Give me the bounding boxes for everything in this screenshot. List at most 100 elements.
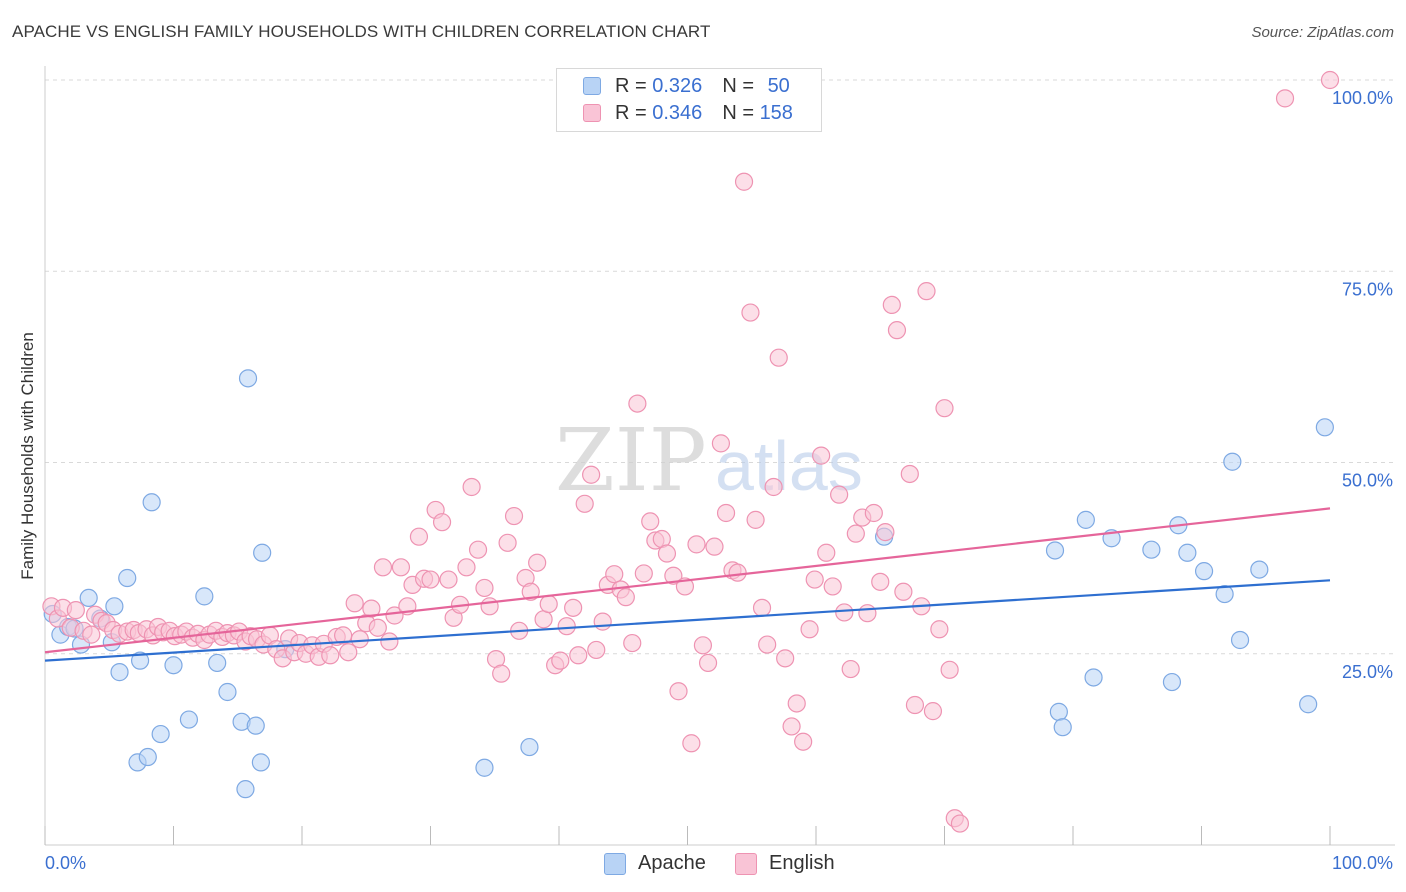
apache-point (1084, 668, 1103, 687)
correlation-legend: R = 0.326 N = 50 R = 0.346 N = 158 (556, 68, 822, 132)
apache-r-label: R = (615, 75, 653, 97)
apache-point (1194, 562, 1214, 581)
apache-point (179, 710, 199, 729)
english-point (587, 640, 606, 660)
source-credit: Source: ZipAtlas.com (1251, 24, 1394, 41)
x-tick-label: 100.0% (1332, 853, 1393, 873)
english-point (917, 282, 936, 301)
english-points (42, 70, 1340, 833)
english-point (462, 477, 481, 497)
english-point (787, 694, 806, 713)
english-point (1275, 89, 1295, 108)
english-point (669, 682, 688, 701)
english-point (468, 540, 488, 559)
english-point (682, 734, 701, 753)
english-point (623, 633, 642, 653)
apache-point (1053, 718, 1072, 737)
english-point (800, 620, 819, 639)
apache-point (253, 543, 272, 562)
english-point (705, 537, 724, 556)
english-point (373, 558, 393, 577)
apache-point (238, 369, 258, 388)
apache-n-value: 50 (767, 75, 790, 97)
english-point (480, 597, 499, 616)
english-point (734, 172, 754, 191)
english-point (782, 717, 801, 736)
english-trend-line (44, 507, 1331, 654)
apache-point (151, 724, 170, 744)
apache-point (1230, 630, 1250, 650)
english-point (687, 535, 706, 554)
english-point (693, 636, 713, 655)
apache-point (118, 568, 137, 588)
apache-n-label: N = (722, 75, 760, 97)
x-tick-label: 0.0% (45, 853, 86, 873)
apache-point (1215, 584, 1234, 604)
y-tick-label: 50.0% (1342, 471, 1393, 491)
english-point (741, 303, 760, 322)
english-point (350, 630, 369, 649)
english-point (492, 664, 511, 683)
english-point (593, 612, 612, 631)
english-r-label: R = (615, 102, 653, 124)
english-point (776, 649, 795, 668)
english-point (605, 565, 624, 584)
tick-labels: 25.0% 50.0% 75.0% 100.0% 0.0% 100.0% (45, 88, 1393, 873)
english-legend-label: English (769, 852, 835, 874)
apache-legend-label: Apache (638, 852, 706, 874)
english-point (634, 564, 653, 583)
english-point (432, 513, 452, 532)
english-point (504, 506, 524, 526)
english-point (746, 510, 765, 529)
english-point (858, 604, 877, 623)
english-point (321, 646, 340, 665)
english-point (345, 594, 364, 613)
english-point (539, 594, 558, 614)
english-point (569, 646, 588, 665)
english-swatch (583, 104, 601, 122)
apache-point (130, 651, 150, 670)
apache-point (79, 588, 98, 608)
apache-point (1250, 560, 1269, 579)
english-point (716, 503, 736, 523)
english-point (887, 321, 907, 340)
english-point (457, 558, 476, 577)
english-point (368, 618, 387, 637)
y-tick-label: 25.0% (1342, 662, 1393, 682)
english-point (805, 570, 824, 589)
english-point (380, 632, 399, 651)
grid-lines (45, 79, 1395, 655)
english-point (823, 577, 842, 596)
english-point (66, 601, 85, 620)
english-point (876, 523, 895, 542)
english-point (882, 295, 901, 315)
english-point (711, 434, 731, 453)
apache-point (164, 656, 183, 675)
english-point (894, 582, 913, 601)
english-point (935, 399, 954, 418)
english-point (930, 620, 949, 639)
apache-point (1142, 540, 1161, 559)
apache-point (208, 653, 227, 673)
apache-point (110, 663, 129, 682)
apache-swatch (583, 77, 601, 95)
english-point (82, 625, 101, 644)
apache-point (1049, 702, 1068, 721)
english-point (841, 659, 860, 679)
english-point (498, 533, 517, 552)
chart-title: APACHE VS ENGLISH FAMILY HOUSEHOLDS WITH… (12, 22, 711, 41)
apache-point (1315, 418, 1334, 437)
english-point (698, 653, 718, 673)
english-point (616, 588, 635, 607)
apache-point (236, 780, 255, 799)
english-point (794, 732, 813, 751)
english-point (728, 563, 747, 582)
english-point (528, 553, 547, 572)
apache-r-value: 0.326 (652, 75, 703, 97)
english-point (564, 598, 583, 617)
english-point (385, 606, 404, 625)
apache-point (138, 747, 157, 767)
english-point (830, 485, 849, 504)
english-point (812, 446, 831, 465)
